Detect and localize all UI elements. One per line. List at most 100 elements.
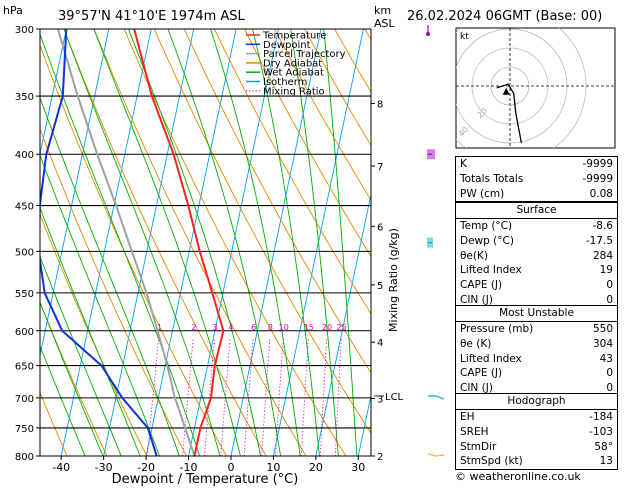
mixing-ratio-label: 3	[213, 323, 218, 332]
mixing-ratio-line	[146, 337, 160, 456]
most-unstable-box: Most Unstable Pressure (mb) 550 θe (K) 304 L…	[455, 305, 618, 397]
row-label: Lifted Index	[460, 352, 522, 365]
table-row: StmDir 58°	[456, 440, 617, 455]
temp-tick-label: 30	[351, 461, 365, 474]
row-value: 43	[599, 352, 613, 365]
wind-barb-dot	[426, 32, 430, 36]
hpa-label: hPa	[3, 4, 23, 17]
dry-adiabat-line	[244, 29, 371, 258]
mixing-ratio-label: 20	[322, 323, 332, 332]
mixing-ratio-label: 1	[157, 323, 162, 332]
row-value: 58°	[594, 440, 613, 453]
wet-adiabat-line	[128, 29, 262, 456]
table-row: Temp (°C) -8.6	[456, 219, 617, 234]
wet-adiabat-line	[40, 301, 104, 456]
plot-frame	[39, 28, 372, 457]
storm-motion-marker	[502, 87, 510, 95]
isotherm-line	[315, 192, 371, 456]
km-tick-label: 2	[377, 452, 383, 463]
wet-adiabat-line	[40, 153, 160, 456]
isotherm-line	[188, 29, 279, 456]
mixing-ratio-line	[243, 337, 254, 456]
table-row: PW (cm) 0.08	[456, 187, 617, 202]
mixing-ratio-label: 6	[251, 323, 256, 332]
temp-tick-label: -10	[180, 461, 198, 474]
mixing-ratio-line	[319, 337, 328, 456]
mixing-ratio-line	[220, 337, 231, 456]
pressure-tick-label: 800	[15, 452, 34, 463]
legend-entry: Dewpoint	[263, 40, 311, 51]
dewpoint-line	[40, 29, 158, 456]
temp-tick-label: 0	[227, 461, 234, 474]
wind-barb-surface	[427, 453, 445, 457]
pressure-tick-label: 600	[15, 327, 34, 338]
row-value: -103	[589, 425, 613, 438]
surface-box: Surface Temp (°C) -8.6 Dewp (°C) -17.5 θe(K)…	[455, 202, 618, 309]
legend-entry: Parcel Trajectory	[263, 49, 346, 60]
row-value: -184	[589, 411, 613, 423]
table-row: Lifted Index 19	[456, 263, 617, 278]
pressure-tick-label: 700	[15, 394, 34, 405]
isotherm-line	[357, 393, 371, 456]
row-value: 550	[592, 323, 613, 335]
isotherm-line	[60, 29, 152, 456]
row-value: 19	[599, 264, 613, 277]
pressure-tick-label: 350	[15, 92, 34, 103]
row-label: K	[460, 158, 467, 170]
temp-tick-label: -40	[52, 461, 70, 474]
row-value: 304	[592, 337, 613, 350]
wind-barb-lcl	[428, 395, 445, 400]
wet-adiabat-line	[40, 32, 201, 456]
x-axis-title: Dewpoint / Temperature (°C)	[112, 472, 299, 486]
pressure-tick-label: 400	[15, 150, 34, 161]
wet-adiabat-line	[93, 29, 241, 456]
table-row: CAPE (J) 0	[456, 278, 617, 293]
table-row: CIN (J) 0	[456, 381, 617, 396]
mixing-ratio-line	[300, 337, 309, 456]
wet-adiabat-line	[323, 29, 358, 456]
hodograph-title: Hodograph	[456, 394, 617, 410]
wet-adiabat-line	[63, 29, 221, 456]
dry-adiabat-line	[40, 301, 108, 456]
temp-tick-label: 10	[266, 461, 280, 474]
mixing-ratio-label: 25	[337, 323, 347, 332]
row-label: θe(K)	[460, 249, 488, 262]
pressure-tick-label: 300	[15, 25, 34, 36]
isotherm-line	[145, 29, 237, 456]
mixing-ratio-line	[182, 337, 194, 456]
row-value: 0	[606, 382, 613, 395]
pressure-tick-label: 650	[15, 362, 34, 373]
wet-adiabat-line	[40, 206, 141, 456]
pressure-tick-label: 450	[15, 202, 34, 213]
row-label: Totals Totals	[460, 172, 524, 185]
table-row: CAPE (J) 0	[456, 366, 617, 381]
temp-tick-label: 20	[309, 461, 323, 474]
table-row: θe (K) 304	[456, 337, 617, 352]
mixing-ratio-label: 2	[191, 323, 196, 332]
most-unstable-title: Most Unstable	[456, 306, 617, 322]
wet-adiabat-line	[167, 29, 282, 456]
temp-tick-label: -20	[137, 461, 155, 474]
surface-rows: Temp (°C) -8.6 Dewp (°C) -17.5 θe(K) 284 Lifte…	[456, 219, 617, 308]
row-value: -9999	[582, 158, 613, 170]
isotherm-line	[40, 29, 67, 157]
most-unstable-rows: Pressure (mb) 550 θe (K) 304 Lifted Index 43 C…	[456, 322, 617, 396]
parcel-trajectory-line	[56, 29, 196, 456]
temperature-line	[133, 29, 225, 456]
location-title: 39°57'N 41°10'E 1974m ASL	[58, 9, 246, 24]
row-label: CAPE (J)	[460, 279, 503, 292]
isotherm-line	[40, 29, 110, 358]
row-value: 0	[606, 279, 613, 292]
temp-tick-label: -30	[95, 461, 113, 474]
hodograph-box: Hodograph EH -184 SREH -103 StmDir 58° StmSpd …	[455, 393, 618, 471]
row-value: 13	[599, 455, 613, 468]
legend-entry: Temperature	[262, 31, 326, 42]
wet-adiabat-line	[40, 345, 86, 456]
row-label: CIN (J)	[460, 293, 493, 306]
mixing-ratio-label: 4	[228, 323, 233, 332]
dry-adiabat-line	[304, 29, 371, 147]
mixing-ratio-label: 8	[268, 323, 273, 332]
